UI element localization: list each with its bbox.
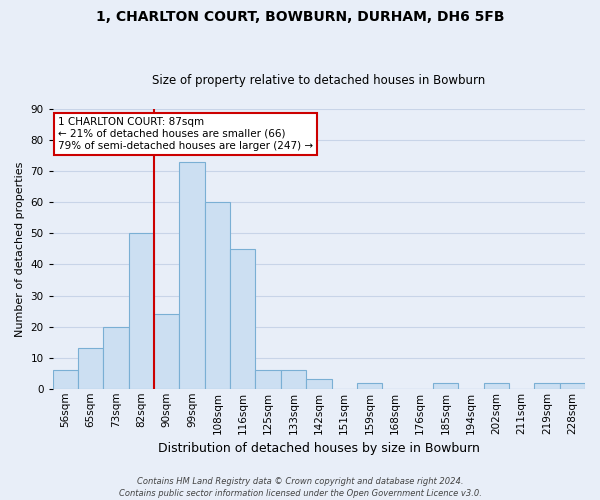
Title: Size of property relative to detached houses in Bowburn: Size of property relative to detached ho… (152, 74, 485, 87)
Bar (281, 370, 306, 389)
Bar (484, 382, 509, 389)
X-axis label: Distribution of detached houses by size in Bowburn: Distribution of detached houses by size … (158, 442, 480, 455)
Bar (357, 382, 382, 389)
Bar (53, 370, 78, 389)
Bar (179, 162, 205, 389)
Bar (256, 370, 281, 389)
Bar (103, 326, 129, 389)
Bar (230, 249, 256, 389)
Text: 1 CHARLTON COURT: 87sqm
← 21% of detached houses are smaller (66)
79% of semi-de: 1 CHARLTON COURT: 87sqm ← 21% of detache… (58, 118, 313, 150)
Y-axis label: Number of detached properties: Number of detached properties (15, 161, 25, 336)
Bar (129, 234, 154, 389)
Text: Contains HM Land Registry data © Crown copyright and database right 2024.
Contai: Contains HM Land Registry data © Crown c… (119, 476, 481, 498)
Bar (535, 382, 560, 389)
Bar (306, 380, 332, 389)
Bar (560, 382, 585, 389)
Bar (205, 202, 230, 389)
Bar (78, 348, 103, 389)
Bar (433, 382, 458, 389)
Bar (154, 314, 179, 389)
Text: 1, CHARLTON COURT, BOWBURN, DURHAM, DH6 5FB: 1, CHARLTON COURT, BOWBURN, DURHAM, DH6 … (96, 10, 504, 24)
